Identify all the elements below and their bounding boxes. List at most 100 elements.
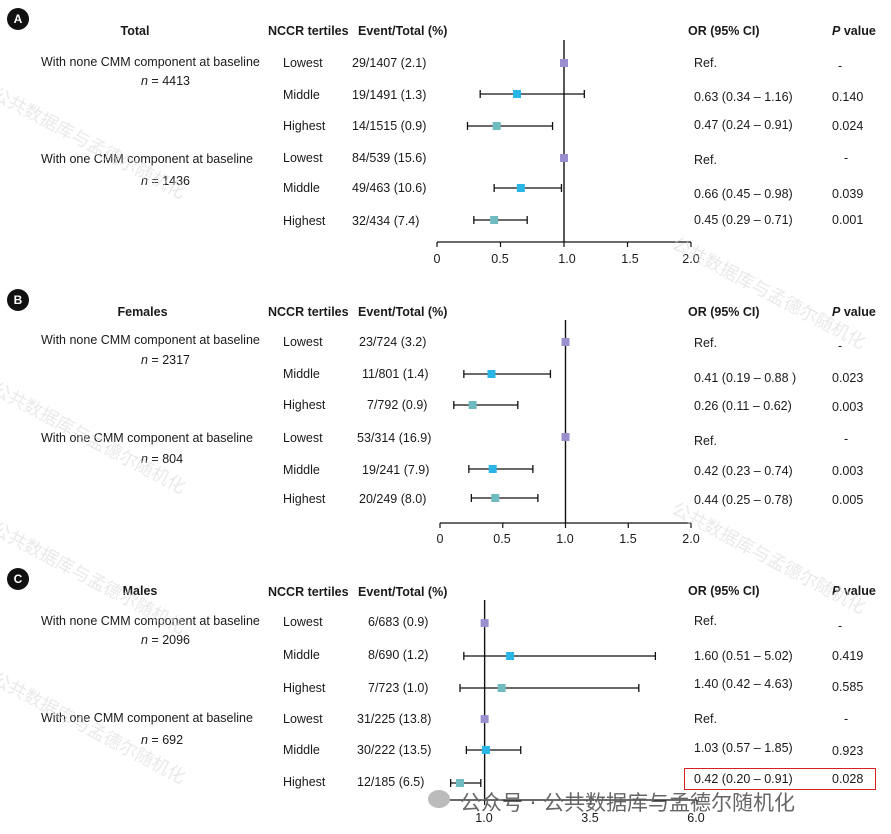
p-value: - — [844, 151, 849, 165]
events-value: 53/314 (16.9) — [357, 431, 432, 445]
or-value: 0.42 (0.23 – 0.74) — [694, 464, 793, 478]
p-value: 0.140 — [832, 90, 864, 104]
p-value: 0.028 — [832, 772, 864, 786]
x-tick-label: 1.5 — [621, 252, 639, 266]
or-value: Ref. — [694, 712, 717, 726]
or-header: OR (95% CI) — [688, 305, 760, 319]
or-value: 0.44 (0.25 – 0.78) — [694, 493, 793, 507]
events-value: 11/801 (1.4) — [362, 367, 429, 381]
x-tick-label: 0 — [436, 532, 444, 546]
events-header: Event/Total (%) — [358, 305, 448, 319]
events-value: 19/241 (7.9) — [362, 463, 430, 477]
or-value: Ref. — [694, 614, 717, 628]
or-point-marker — [516, 184, 525, 192]
panel-title: Total — [120, 24, 150, 38]
p-value: 0.419 — [832, 649, 864, 663]
tertile-label: Middle — [283, 367, 320, 381]
or-point-marker — [513, 90, 522, 98]
or-point-marker — [560, 59, 568, 67]
footer-credit: 公众号 · 公共数据库与孟德尔随机化 — [460, 791, 796, 815]
or-value: 0.26 (0.11 – 0.62) — [694, 399, 792, 413]
group-label: With one CMM component at baseline — [41, 431, 253, 445]
p-value: 0.003 — [832, 464, 864, 478]
p-value: - — [844, 432, 849, 446]
or-value: Ref. — [694, 434, 717, 448]
or-point-marker — [560, 154, 568, 162]
or-value: 1.03 (0.57 – 1.85) — [694, 741, 793, 755]
events-value: 20/249 (8.0) — [359, 492, 427, 506]
or-point-marker — [561, 433, 570, 441]
events-value: 29/1407 (2.1) — [352, 56, 427, 70]
p-header: P value — [832, 24, 876, 38]
tertile-label: Lowest — [283, 151, 323, 165]
panel-title: Males — [122, 584, 158, 598]
group-label: With none CMM component at baseline — [41, 55, 260, 69]
tertile-label: Middle — [283, 463, 320, 477]
group-label: With none CMM component at baseline — [41, 333, 260, 347]
x-tick-label: 1.5 — [619, 532, 637, 546]
or-point-marker — [492, 122, 501, 130]
events-value: 7/792 (0.9) — [367, 398, 428, 412]
group-n: n = 2096 — [141, 633, 191, 647]
tertiles-header: NCCR tertiles — [268, 305, 349, 319]
events-value: 23/724 (3.2) — [359, 335, 427, 349]
p-value: 0.923 — [832, 744, 864, 758]
tertile-label: Highest — [283, 214, 326, 228]
or-point-marker — [488, 465, 497, 473]
or-point-marker — [497, 684, 506, 692]
or-point-marker — [491, 494, 500, 502]
or-point-marker — [490, 216, 499, 224]
or-point-marker — [487, 370, 496, 378]
or-point-marker — [480, 619, 489, 627]
x-tick-label: 0.5 — [491, 252, 509, 266]
x-tick-label: 1.0 — [475, 811, 493, 825]
tertile-label: Highest — [283, 492, 326, 506]
tertile-label: Middle — [283, 648, 320, 662]
events-value: 32/434 (7.4) — [352, 214, 420, 228]
events-value: 7/723 (1.0) — [368, 681, 429, 695]
x-tick-label: 1.0 — [556, 532, 574, 546]
panel-badge: B — [7, 289, 29, 311]
panel-b: B Females NCCR tertiles Event/Total (%) … — [0, 280, 891, 550]
events-value: 12/185 (6.5) — [357, 775, 425, 789]
p-value: - — [838, 619, 843, 633]
or-point-marker — [561, 338, 570, 346]
p-value: 0.039 — [832, 187, 864, 201]
or-value highlighted-result: 0.42 (0.20 – 0.91) — [694, 772, 793, 786]
group-label: With one CMM component at baseline — [41, 711, 253, 725]
group-n: n = 692 — [141, 733, 184, 747]
tertile-label: Highest — [283, 681, 326, 695]
or-value: Ref. — [694, 56, 717, 70]
x-tick-label: 2.0 — [682, 532, 700, 546]
events-value: 49/463 (10.6) — [352, 181, 427, 195]
events-header: Event/Total (%) — [358, 24, 448, 38]
or-value: 1.40 (0.42 – 4.63) — [694, 677, 793, 691]
or-value: Ref. — [694, 336, 717, 350]
panel-a: A Total NCCR tertiles Event/Total (%) OR… — [0, 0, 891, 270]
tertile-label: Middle — [283, 743, 320, 757]
events-value: 31/225 (13.8) — [357, 712, 432, 726]
group-label: With one CMM component at baseline — [41, 152, 253, 166]
x-tick-label: 2.0 — [682, 252, 700, 266]
tertile-label: Lowest — [283, 56, 323, 70]
x-tick-label: 0 — [433, 252, 441, 266]
or-point-marker — [506, 652, 515, 660]
events-value: 14/1515 (0.9) — [352, 119, 427, 133]
tertiles-header: NCCR tertiles — [268, 585, 349, 599]
tertile-label: Lowest — [283, 431, 323, 445]
p-value: 0.001 — [832, 213, 864, 227]
tertiles-header: NCCR tertiles — [268, 24, 349, 38]
p-value: 0.005 — [832, 493, 864, 507]
panel-badge: C — [7, 568, 29, 590]
p-header: P value — [832, 305, 876, 319]
p-value: 0.023 — [832, 371, 864, 385]
tertile-label: Lowest — [283, 335, 323, 349]
events-value: 8/690 (1.2) — [368, 648, 429, 662]
or-header: OR (95% CI) — [688, 584, 760, 598]
panel-badge: A — [7, 8, 29, 30]
or-value: 0.63 (0.34 – 1.16) — [694, 90, 793, 104]
p-value: - — [838, 339, 843, 353]
or-point-marker — [468, 401, 477, 409]
x-tick-label: 0.5 — [493, 532, 511, 546]
